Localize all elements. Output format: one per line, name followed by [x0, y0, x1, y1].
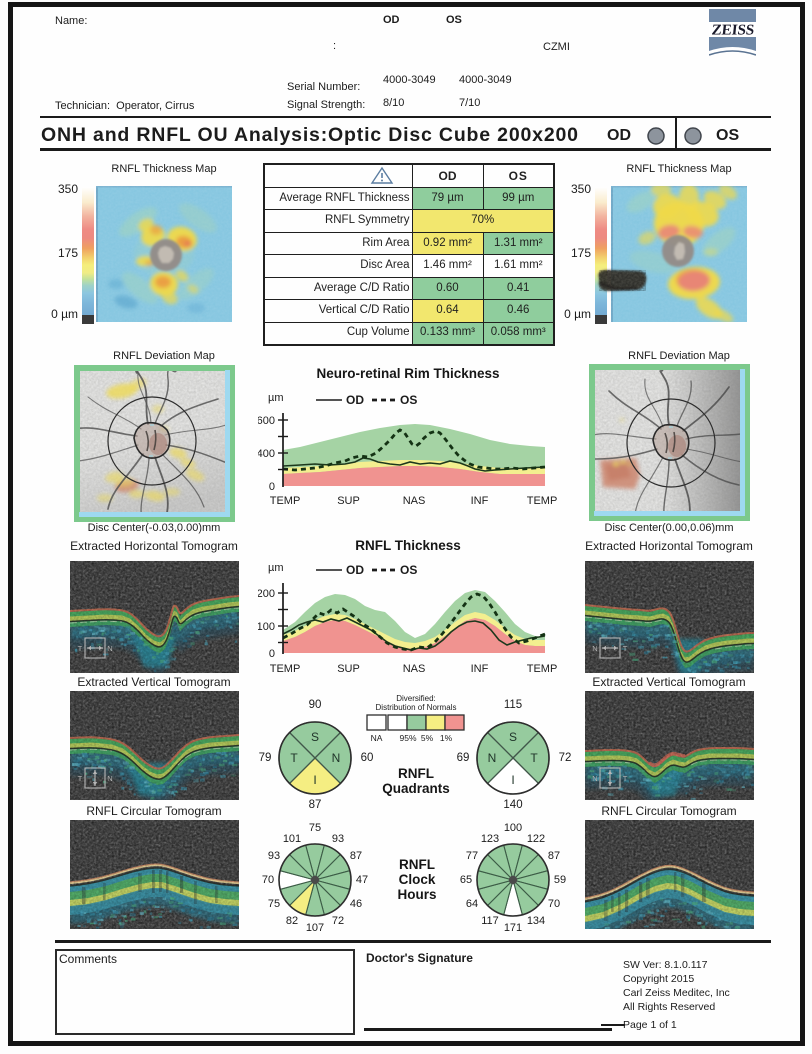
- svg-text:95%: 95%: [399, 733, 416, 743]
- svg-text:TEMP: TEMP: [270, 495, 301, 507]
- svg-text:100: 100: [258, 621, 275, 633]
- svg-text:NAS: NAS: [403, 495, 426, 507]
- svg-text:INF: INF: [471, 663, 489, 675]
- svg-text:T: T: [623, 644, 628, 653]
- svg-text:T: T: [623, 774, 628, 783]
- svg-text:200: 200: [258, 588, 275, 600]
- svg-text:T: T: [530, 751, 538, 765]
- svg-text:TEMP: TEMP: [270, 663, 301, 675]
- svg-text:N: N: [107, 644, 112, 653]
- svg-text:I: I: [511, 773, 514, 787]
- svg-text:SUP: SUP: [337, 495, 360, 507]
- svg-text:T: T: [78, 774, 83, 783]
- svg-text:N: N: [592, 644, 597, 653]
- svg-text:0: 0: [269, 648, 275, 660]
- svg-text:N: N: [488, 751, 497, 765]
- svg-text:TEMP: TEMP: [527, 495, 558, 507]
- svg-text:NA: NA: [371, 733, 383, 743]
- svg-text:OD: OD: [346, 563, 364, 576]
- svg-text:N: N: [592, 774, 597, 783]
- svg-text:OS: OS: [400, 393, 417, 406]
- svg-text:400: 400: [258, 448, 275, 460]
- svg-text:TEMP: TEMP: [527, 663, 558, 675]
- svg-text:1%: 1%: [440, 733, 453, 743]
- svg-text:T: T: [78, 644, 83, 653]
- svg-text:N: N: [107, 774, 112, 783]
- svg-text:0: 0: [269, 481, 275, 493]
- svg-text:T: T: [290, 751, 298, 765]
- svg-text:OS: OS: [400, 563, 417, 576]
- svg-text:5%: 5%: [421, 733, 434, 743]
- svg-text:OD: OD: [346, 393, 364, 406]
- svg-text:S: S: [509, 730, 517, 744]
- svg-text:I: I: [313, 773, 316, 787]
- svg-text:NAS: NAS: [403, 663, 426, 675]
- svg-text:ZEISS: ZEISS: [711, 23, 755, 39]
- svg-text:N: N: [332, 751, 341, 765]
- svg-text:600: 600: [258, 415, 275, 427]
- svg-text:S: S: [311, 730, 319, 744]
- svg-text:SUP: SUP: [337, 663, 360, 675]
- svg-text:INF: INF: [471, 495, 489, 507]
